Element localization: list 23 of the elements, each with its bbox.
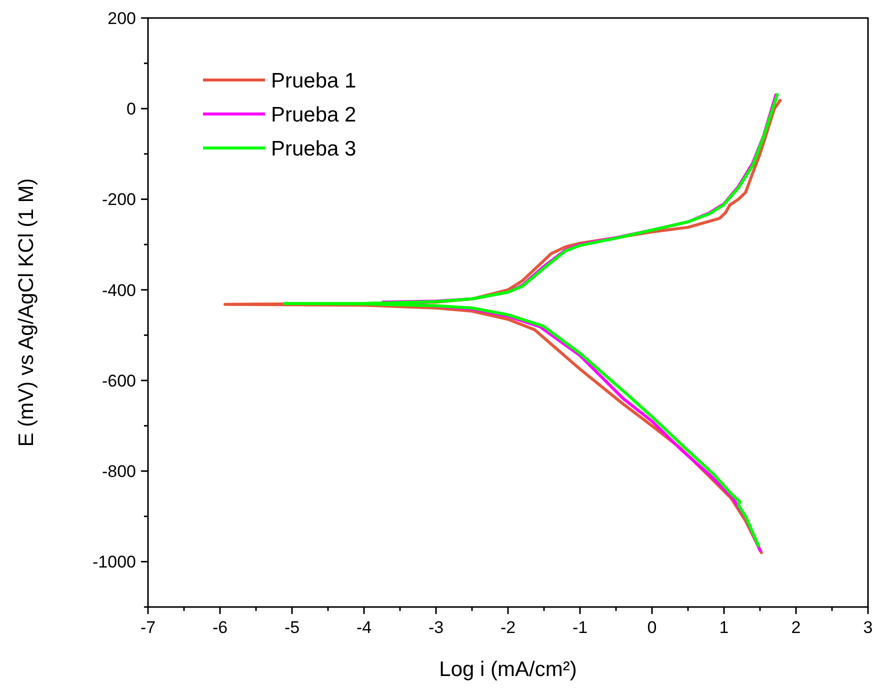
x-tick-label: -6 bbox=[212, 618, 228, 637]
y-axis-title: E (mV) vs Ag/AgCl KCl (1 M) bbox=[15, 178, 38, 447]
y-tick-label: -400 bbox=[102, 280, 136, 300]
x-tick-label: -4 bbox=[356, 618, 372, 637]
y-tick-label: -1000 bbox=[92, 552, 136, 572]
y-tick-label: 200 bbox=[108, 8, 136, 28]
x-axis-title: Log i (mA/cm²) bbox=[439, 658, 577, 681]
x-tick-label: 2 bbox=[791, 618, 801, 637]
x-tick-label: 0 bbox=[647, 618, 657, 637]
y-tick-label: -800 bbox=[102, 462, 136, 482]
x-tick-label: -7 bbox=[140, 618, 156, 637]
x-tick-label: -3 bbox=[428, 618, 444, 637]
legend-label: Prueba 1 bbox=[271, 69, 356, 92]
legend-label: Prueba 3 bbox=[271, 137, 356, 160]
x-tick-label: 3 bbox=[863, 618, 873, 637]
y-tick-label: -600 bbox=[102, 371, 136, 390]
x-tick-label: 1 bbox=[719, 618, 729, 637]
x-tick-label: -2 bbox=[500, 618, 516, 637]
y-tick-label: -200 bbox=[102, 190, 136, 210]
x-tick-label: -1 bbox=[572, 618, 588, 637]
x-tick-label: -5 bbox=[284, 618, 300, 637]
legend-label: Prueba 2 bbox=[271, 103, 356, 126]
y-tick-label: 0 bbox=[126, 100, 136, 119]
